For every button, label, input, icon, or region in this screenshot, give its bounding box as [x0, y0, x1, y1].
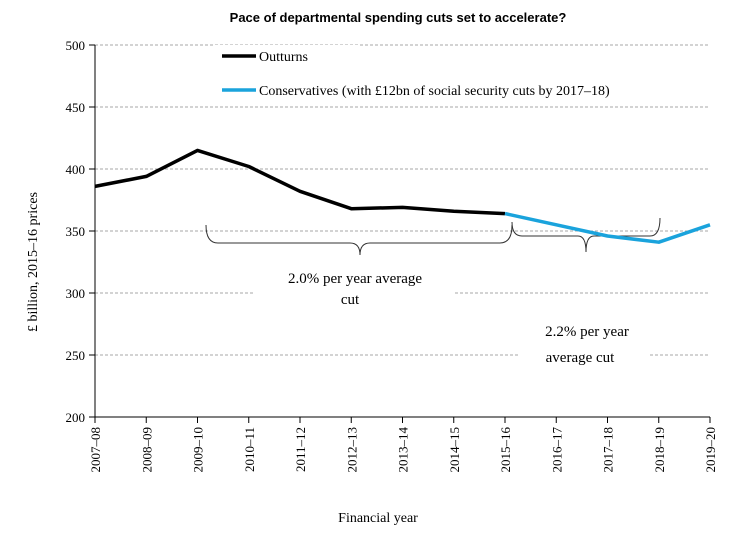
x-tick-label: 2016–17 — [549, 427, 564, 473]
legend-label-outturns: Outturns — [259, 50, 308, 65]
annotation-2-line2: average cut — [546, 350, 616, 366]
series-line-conservatives — [504, 211, 711, 244]
x-tick-label: 2012–13 — [344, 427, 359, 473]
brace-outturns — [205, 224, 513, 256]
annotation-bg-1 — [255, 265, 455, 313]
brace-forecast — [511, 217, 661, 253]
legend-bg-1 — [215, 45, 360, 67]
y-tick-label: 450 — [66, 100, 86, 115]
y-tick-label: 500 — [66, 38, 86, 53]
y-tick-label: 250 — [66, 348, 86, 363]
series-lines — [94, 148, 711, 244]
annotation-bg-2 — [520, 318, 650, 370]
x-tick-label: 2019–20 — [703, 427, 718, 473]
y-tick-label: 300 — [66, 286, 86, 301]
x-tick-label: 2011–12 — [293, 427, 308, 472]
chart-title: Pace of departmental spending cuts set t… — [230, 10, 567, 25]
y-tick-label: 400 — [66, 162, 86, 177]
x-tick-label: 2009–10 — [191, 427, 206, 473]
annotation-1-line1: 2.0% per year average — [288, 271, 422, 287]
x-tick-label: 2010–11 — [242, 427, 257, 472]
series-line-outturns — [94, 148, 506, 216]
x-axis-ticks: 2007–08 2008–09 2009–10 2010–11 2011–12 2012–… — [88, 417, 718, 473]
x-tick-label: 2018–19 — [652, 427, 667, 473]
x-tick-label: 2007–08 — [88, 427, 103, 473]
y-tick-label: 350 — [66, 224, 86, 239]
brace-annotations — [205, 217, 661, 256]
x-tick-label: 2013–14 — [396, 427, 411, 473]
y-axis-label: £ billion, 2015–16 prices — [26, 192, 41, 332]
x-tick-label: 2015–16 — [498, 427, 513, 473]
legend-bg-2 — [215, 78, 700, 100]
y-tick-label: 200 — [66, 410, 86, 425]
x-tick-label: 2014–15 — [447, 427, 462, 473]
legend: Outturns Conservatives (with £12bn of so… — [215, 45, 700, 100]
legend-label-conservatives: Conservatives (with £12bn of social secu… — [259, 84, 610, 99]
y-axis-ticks: 200 250 300 350 400 450 500 — [66, 38, 95, 425]
annotation-1-line2: cut — [341, 292, 360, 308]
annotation-2-line1: 2.2% per year — [545, 324, 629, 340]
x-tick-label: 2008–09 — [139, 427, 154, 473]
x-tick-label: 2017–18 — [601, 427, 616, 473]
x-axis-label: Financial year — [338, 511, 418, 526]
